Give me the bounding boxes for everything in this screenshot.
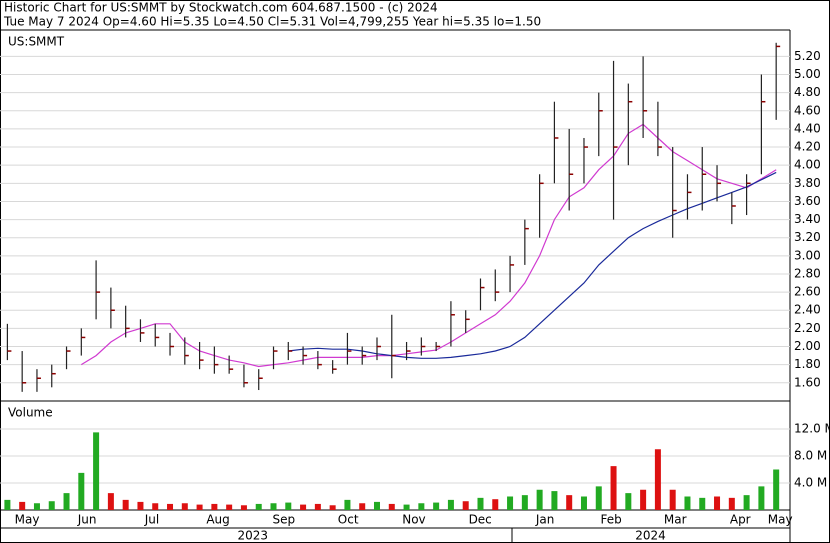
- month-label: May: [15, 513, 40, 527]
- volume-bar: [551, 491, 558, 510]
- volume-bar: [507, 496, 514, 510]
- volume-bar: [610, 466, 617, 510]
- subtitle: Tue May 7 2024 Op=4.60 Hi=5.35 Lo=4.50 C…: [3, 15, 541, 29]
- month-label: Aug: [206, 513, 229, 527]
- volume-bar: [669, 489, 676, 510]
- month-label: May: [768, 513, 793, 527]
- month-label: Feb: [601, 513, 622, 527]
- volume-label: Volume: [8, 406, 53, 420]
- y-tick-label: 3.20: [794, 230, 821, 244]
- volume-tick-label: 8.0 M: [794, 449, 827, 463]
- year-label: 2023: [238, 529, 269, 543]
- volume-bar: [152, 503, 159, 510]
- volume-bar: [580, 496, 587, 510]
- y-tick-label: 1.80: [794, 357, 821, 371]
- y-tick-label: 3.40: [794, 212, 821, 226]
- volume-bar: [536, 489, 543, 510]
- volume-bar: [743, 495, 750, 510]
- volume-tick-label: 12.0 M: [794, 422, 830, 436]
- volume-bar: [373, 501, 380, 510]
- volume-bar: [122, 499, 129, 510]
- volume-bar: [403, 504, 410, 510]
- volume-tick-label: 4.0 M: [794, 476, 827, 490]
- y-tick-label: 4.60: [794, 103, 821, 117]
- y-tick-label: 4.80: [794, 85, 821, 99]
- volume-bar: [773, 469, 780, 510]
- year-label: 2024: [635, 529, 666, 543]
- volume-bar: [359, 503, 366, 510]
- y-tick-label: 3.60: [794, 194, 821, 208]
- volume-bar: [521, 495, 528, 510]
- volume-bar: [344, 499, 351, 510]
- y-tick-label: 3.80: [794, 176, 821, 190]
- volume-bar: [107, 493, 114, 510]
- volume-bar: [758, 486, 765, 510]
- volume-bar: [433, 502, 440, 510]
- volume-bar: [477, 497, 484, 510]
- volume-bar: [492, 499, 499, 510]
- volume-bar: [270, 503, 277, 510]
- y-tick-label: 4.20: [794, 140, 821, 154]
- volume-bar: [167, 503, 174, 510]
- volume-bar: [211, 503, 218, 510]
- y-tick-label: 4.00: [794, 158, 821, 172]
- month-label: Apr: [730, 513, 751, 527]
- volume-bar: [93, 432, 100, 510]
- month-label: Jul: [144, 513, 159, 527]
- y-tick-label: 2.40: [794, 303, 821, 317]
- volume-bar: [640, 489, 647, 510]
- month-label: Nov: [402, 513, 425, 527]
- month-label: Sep: [273, 513, 296, 527]
- y-tick-label: 5.20: [794, 49, 821, 63]
- chart-title: Historic Chart for US:SMMT by Stockwatch…: [4, 1, 438, 15]
- moving-average: [80, 123, 777, 368]
- month-label: Mar: [664, 513, 687, 527]
- month-label: Oct: [338, 513, 359, 527]
- month-label: Jun: [77, 513, 97, 527]
- volume-bar: [285, 502, 292, 510]
- volume-bar: [714, 496, 721, 510]
- volume-bar: [63, 493, 70, 510]
- volume-bar: [33, 503, 40, 510]
- volume-bar: [595, 486, 602, 510]
- volume-bar: [48, 501, 55, 510]
- volume-bar: [300, 504, 307, 510]
- month-label: Dec: [469, 513, 492, 527]
- volume-bar: [314, 503, 321, 510]
- volume-bar: [566, 495, 573, 510]
- volume-bar: [418, 503, 425, 510]
- symbol-label: US:SMMT: [8, 35, 65, 49]
- volume-bar: [196, 504, 203, 510]
- volume-bar: [255, 503, 262, 510]
- y-tick-label: 5.00: [794, 67, 821, 81]
- y-tick-label: 2.00: [794, 339, 821, 353]
- volume-bar: [181, 503, 188, 510]
- volume-bar: [447, 499, 454, 510]
- y-tick-label: 2.60: [794, 285, 821, 299]
- y-tick-label: 1.60: [794, 375, 821, 389]
- moving-average: [288, 171, 777, 359]
- y-tick-label: 2.80: [794, 266, 821, 280]
- volume-bar: [699, 497, 706, 510]
- volume-bar: [388, 503, 395, 510]
- volume-bar: [226, 504, 233, 510]
- volume-bar: [137, 501, 144, 510]
- month-label: Jan: [535, 513, 555, 527]
- volume-bar: [240, 505, 247, 510]
- y-tick-label: 3.00: [794, 248, 821, 262]
- volume-bar: [19, 501, 26, 510]
- y-tick-label: 4.40: [794, 121, 821, 135]
- volume-bar: [684, 496, 691, 510]
- volume-bar: [4, 499, 11, 510]
- volume-bar: [654, 449, 661, 510]
- y-tick-label: 2.20: [794, 321, 821, 335]
- volume-bar: [625, 493, 632, 510]
- volume-bar: [329, 505, 336, 510]
- volume-bar: [78, 472, 85, 510]
- volume-bar: [462, 501, 469, 510]
- volume-bar: [728, 497, 735, 510]
